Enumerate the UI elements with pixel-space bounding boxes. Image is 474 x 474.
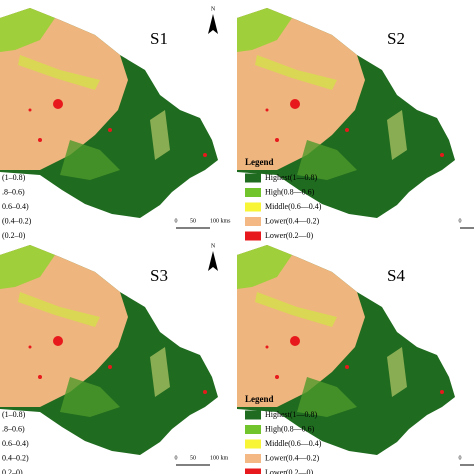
legend-swatch: #1f6b1f	[245, 410, 261, 420]
scale-label: 50	[190, 218, 196, 224]
legend-item: (1‒0.8)	[2, 173, 26, 182]
legend-title: Legend	[245, 394, 274, 404]
panel: S2 Legend #1f6b1f Highest(1—0.8) #72c42d High…	[237, 8, 474, 241]
legend-item: High(0.8—0.6)	[265, 187, 315, 196]
north-label: N	[211, 6, 216, 12]
legend-swatch: #f7f535	[245, 202, 261, 212]
legend-item: 0.6‒0.4)	[2, 202, 29, 211]
north-arrow	[208, 251, 218, 271]
legend-item: Middle(0.6—0.4)	[265, 202, 322, 211]
panel: S3 N (1‒0.8) .8‒0.6) 0.6‒0.4) 0.4‒0.2) 0.2‒0) 0…	[0, 243, 229, 474]
scale-label: 0	[459, 455, 462, 461]
legend-item: Highest(1—0.8)	[265, 173, 318, 182]
legend-swatch: #1f6b1f	[245, 173, 261, 183]
legend-swatch: #72c42d	[245, 425, 261, 434]
legend-swatch: #f3b884	[245, 454, 261, 463]
panel-label: S2	[387, 29, 405, 48]
legend-item: Lower(0.4—0.2)	[265, 453, 320, 462]
panel-label: S1	[150, 29, 168, 48]
panel: S4 Legend #1f6b1f Highest(1—0.8) #72c42d High…	[237, 245, 474, 474]
panel: S1 N (1‒0.8) .8‒0.6) 0.6‒0.4) (0.4‒0.2) (0.2‒0…	[0, 6, 231, 240]
legend-item: Lower(0.2—0)	[265, 468, 314, 474]
legend-item: Middle(0.6—0.4)	[265, 439, 322, 448]
scale-label: 0	[459, 218, 462, 224]
legend-item: .8‒0.6)	[2, 424, 25, 433]
legend-item: (0.2‒0)	[2, 231, 26, 240]
legend-item: 0.4‒0.2)	[2, 453, 29, 462]
scale-label: 50	[190, 455, 196, 461]
legend-item: Highest(1—0.8)	[265, 410, 318, 419]
panel-label: S4	[387, 266, 405, 285]
legend-swatch: #f3b884	[245, 217, 261, 226]
legend-item: (0.4‒0.2)	[2, 216, 32, 225]
scale-label: 0	[175, 455, 178, 461]
legend-item: .8‒0.6)	[2, 187, 25, 196]
north-arrow	[208, 14, 218, 34]
legend-item: (1‒0.8)	[2, 410, 26, 419]
scale-label: 0	[175, 218, 178, 224]
scale-label: 100 kms	[210, 218, 231, 224]
legend-item: Lower(0.2—0)	[265, 231, 314, 240]
scale-label: 100 km	[210, 455, 229, 461]
north-label: N	[211, 243, 216, 249]
legend-swatch: #72c42d	[245, 188, 261, 197]
legend-swatch: #e8191c	[245, 468, 261, 474]
legend-item: Lower(0.4—0.2)	[265, 216, 320, 225]
legend-swatch: #f7f535	[245, 439, 261, 449]
map	[0, 245, 218, 455]
legend-item: 0.2‒0)	[2, 468, 23, 474]
legend-item: High(0.8—0.6)	[265, 424, 315, 433]
map	[0, 8, 218, 218]
panel-label: S3	[150, 266, 168, 285]
legend-title: Legend	[245, 157, 274, 167]
legend-item: 0.6‒0.4)	[2, 439, 29, 448]
legend-swatch: #e8191c	[245, 231, 261, 241]
